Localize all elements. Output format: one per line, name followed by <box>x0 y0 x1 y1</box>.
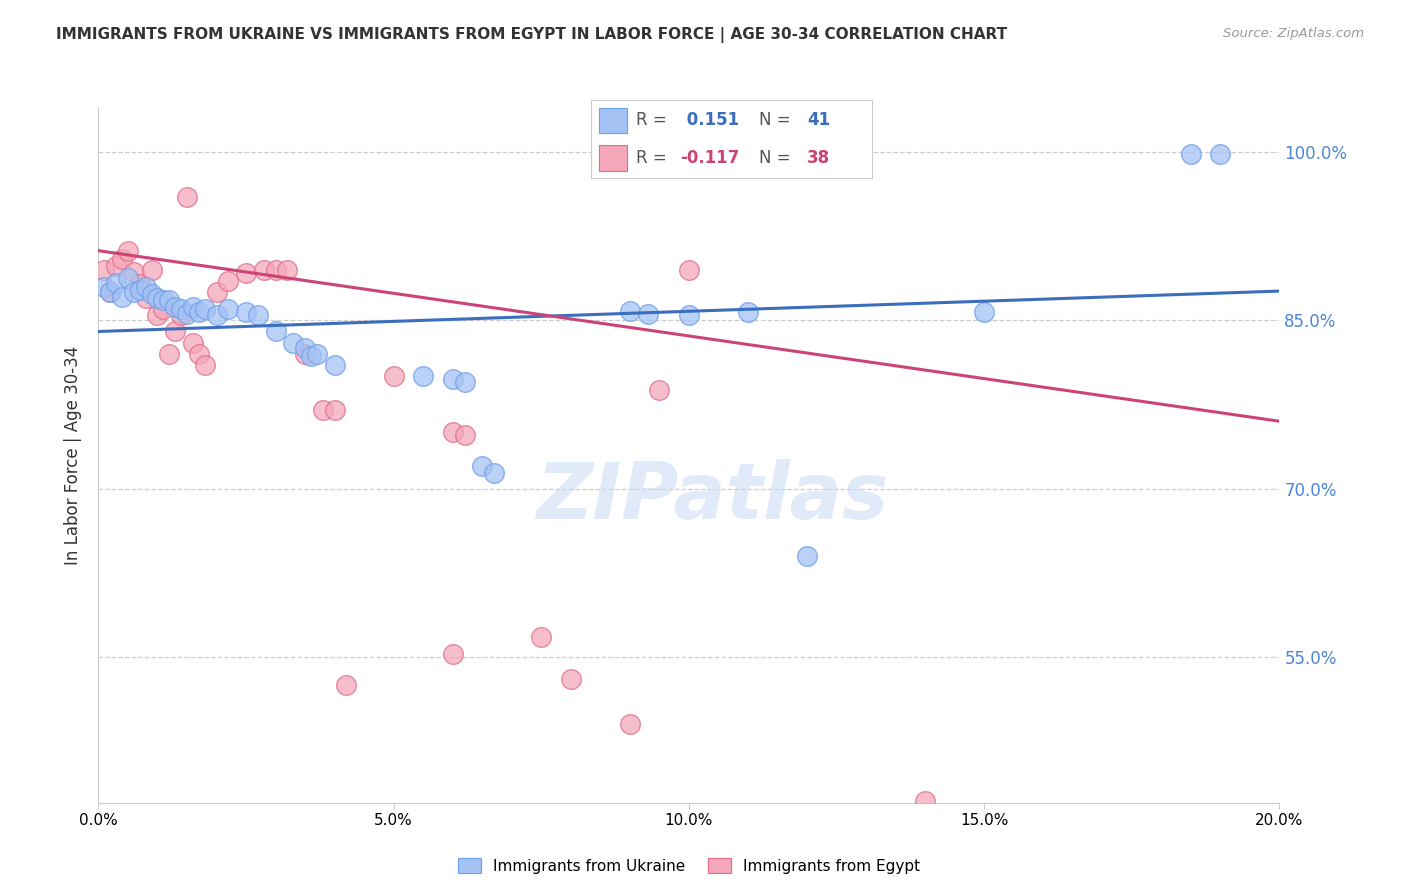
Point <box>560 673 582 687</box>
Text: Source: ZipAtlas.com: Source: ZipAtlas.com <box>1223 27 1364 40</box>
Point <box>205 285 228 300</box>
Point <box>98 285 121 300</box>
Point <box>165 300 187 314</box>
Text: 41: 41 <box>807 112 830 129</box>
Point <box>323 403 346 417</box>
Point <box>235 266 257 280</box>
Point <box>412 369 434 384</box>
Point <box>737 305 759 319</box>
Point <box>441 371 464 385</box>
FancyBboxPatch shape <box>599 145 627 170</box>
Point <box>187 305 209 319</box>
Text: R =: R = <box>636 112 672 129</box>
Point <box>323 358 346 372</box>
Text: -0.117: -0.117 <box>681 149 740 167</box>
Point <box>294 347 316 361</box>
Point <box>382 369 405 384</box>
Point <box>93 279 115 293</box>
Point <box>128 277 150 292</box>
Point <box>441 647 464 661</box>
Point <box>973 305 995 319</box>
Point <box>111 252 134 266</box>
Point <box>194 301 217 316</box>
Point <box>678 262 700 277</box>
Point <box>637 306 659 320</box>
Point <box>152 301 174 316</box>
Point <box>122 285 145 300</box>
Point <box>217 274 239 288</box>
Text: R =: R = <box>636 149 672 167</box>
Point <box>117 270 139 285</box>
Point <box>235 305 257 319</box>
Point <box>176 190 198 204</box>
Point <box>441 425 464 440</box>
Point <box>105 277 128 291</box>
Point <box>135 279 157 293</box>
Point <box>1180 147 1202 161</box>
Point <box>482 466 505 480</box>
Point <box>312 403 335 417</box>
Point <box>187 347 209 361</box>
Point <box>117 244 139 258</box>
Point <box>111 290 134 304</box>
Text: IMMIGRANTS FROM UKRAINE VS IMMIGRANTS FROM EGYPT IN LABOR FORCE | AGE 30-34 CORR: IMMIGRANTS FROM UKRAINE VS IMMIGRANTS FR… <box>56 27 1007 43</box>
Text: 38: 38 <box>807 149 830 167</box>
Point <box>194 358 217 372</box>
Point <box>98 285 121 300</box>
Point <box>283 335 305 350</box>
Y-axis label: In Labor Force | Age 30-34: In Labor Force | Age 30-34 <box>65 345 83 565</box>
Point <box>146 291 169 305</box>
Point <box>93 262 115 277</box>
Point <box>264 325 287 339</box>
Point <box>176 306 198 320</box>
Point <box>530 630 553 644</box>
Point <box>217 301 239 316</box>
Point <box>141 262 163 277</box>
Point <box>678 308 700 322</box>
Point <box>165 325 187 339</box>
Point <box>246 308 269 322</box>
Point <box>264 262 287 277</box>
Legend: Immigrants from Ukraine, Immigrants from Egypt: Immigrants from Ukraine, Immigrants from… <box>451 852 927 880</box>
Point <box>128 283 150 297</box>
Point <box>648 383 671 397</box>
Point <box>914 793 936 807</box>
Point <box>135 291 157 305</box>
Point <box>141 287 163 301</box>
Text: 0.151: 0.151 <box>681 112 738 129</box>
Point <box>157 293 180 307</box>
Point <box>1209 147 1232 161</box>
Point <box>453 375 475 389</box>
Point <box>253 262 276 277</box>
Point <box>276 262 298 277</box>
Point <box>294 341 316 355</box>
Point <box>181 300 204 314</box>
Point <box>152 293 174 307</box>
Point <box>471 459 494 474</box>
Text: N =: N = <box>759 149 796 167</box>
Point <box>205 308 228 322</box>
Point <box>170 301 193 316</box>
Point <box>157 347 180 361</box>
Point <box>796 549 818 563</box>
Text: ZIPatlas: ZIPatlas <box>537 458 889 534</box>
Point <box>619 304 641 318</box>
Text: N =: N = <box>759 112 796 129</box>
Point <box>181 335 204 350</box>
Point <box>305 347 328 361</box>
Point <box>335 678 357 692</box>
Point <box>619 717 641 731</box>
Point <box>453 427 475 442</box>
Point <box>146 308 169 322</box>
Point <box>122 265 145 279</box>
FancyBboxPatch shape <box>599 108 627 133</box>
Point <box>105 260 128 274</box>
Point <box>170 308 193 322</box>
Point <box>299 349 322 363</box>
